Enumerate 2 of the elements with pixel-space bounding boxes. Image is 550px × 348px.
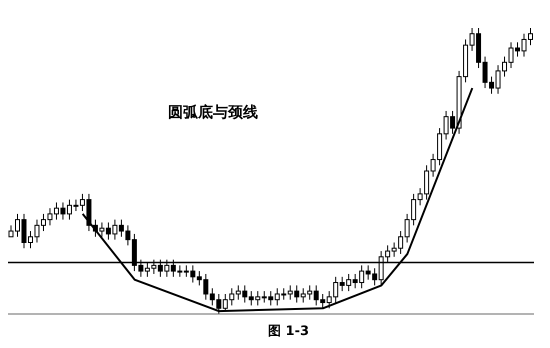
annotation: 圆弧底与颈线 [168,103,258,122]
caption: 图 1-3 [268,323,310,340]
